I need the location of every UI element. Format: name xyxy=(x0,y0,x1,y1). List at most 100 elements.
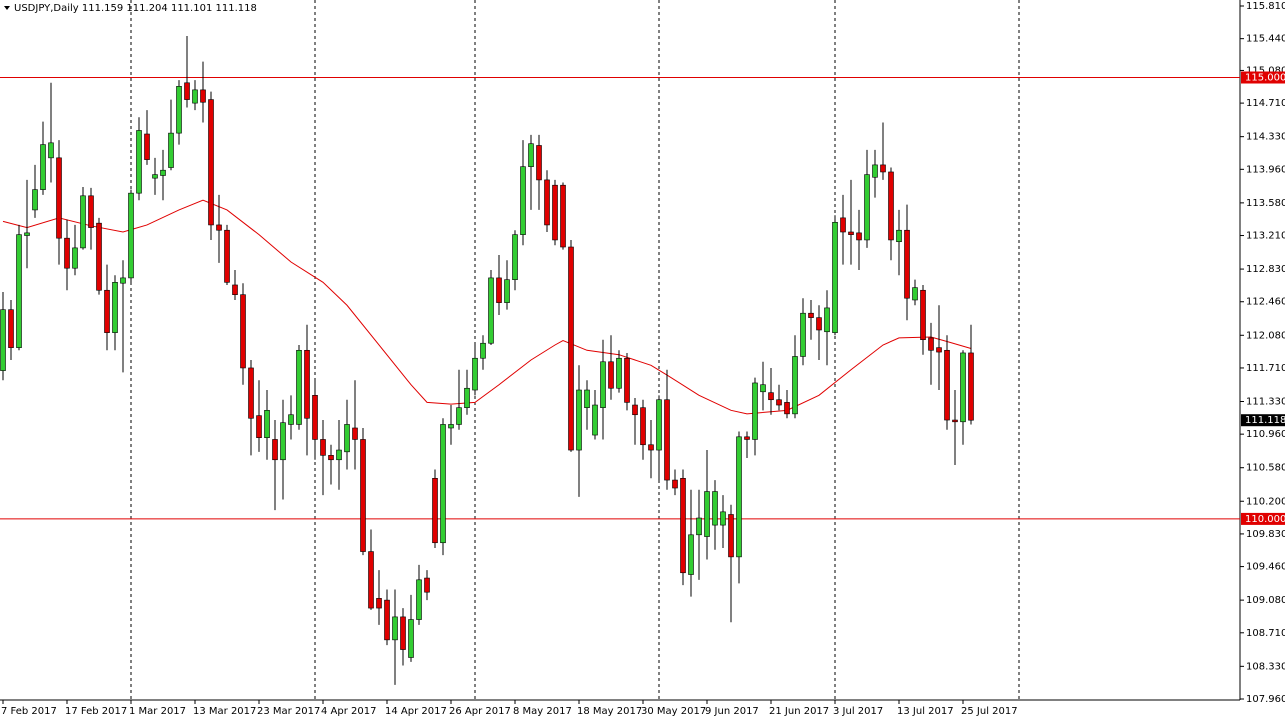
candle-body xyxy=(600,361,606,408)
candle-body xyxy=(552,184,558,241)
candle-body xyxy=(464,387,470,408)
candle-body xyxy=(936,347,942,353)
y-tick-label: 111.710 xyxy=(1246,363,1285,374)
candle-body xyxy=(264,410,270,438)
candle-body xyxy=(504,279,510,303)
candle-body xyxy=(744,436,750,440)
y-tick-label: 114.710 xyxy=(1246,98,1285,109)
candle-body xyxy=(568,246,574,451)
chart-title: USDJPY,Daily 111.159 111.204 111.101 111… xyxy=(14,3,257,14)
menu-arrow[interactable] xyxy=(4,6,10,10)
y-tick-label: 113.960 xyxy=(1246,164,1285,175)
last-price-label: 111.118 xyxy=(1245,415,1285,426)
candle-body xyxy=(824,307,830,333)
candle-body xyxy=(672,479,678,489)
candle-body xyxy=(664,399,670,481)
candle-body xyxy=(576,389,582,451)
candle-body xyxy=(432,477,438,544)
x-tick-label: 1 Mar 2017 xyxy=(129,706,186,717)
candle-body xyxy=(480,342,486,359)
y-tick-label: 110.200 xyxy=(1246,496,1285,507)
candle-body xyxy=(800,312,806,357)
level-label: 110.000 xyxy=(1245,514,1285,525)
candle-body xyxy=(656,399,662,451)
candle-body xyxy=(688,534,694,575)
y-tick-label: 115.080 xyxy=(1246,65,1285,76)
y-tick-label: 110.580 xyxy=(1246,463,1285,474)
candle-body xyxy=(416,579,422,620)
candle-body xyxy=(608,361,614,389)
candle-body xyxy=(136,130,142,194)
candle-body xyxy=(496,277,502,303)
candle-body xyxy=(424,577,430,593)
candle-body xyxy=(192,89,198,104)
candle-body xyxy=(536,145,542,181)
candle-body xyxy=(168,132,174,168)
candle-body xyxy=(408,619,414,658)
x-tick-label: 9 Jun 2017 xyxy=(705,706,759,717)
candle-body xyxy=(360,439,366,552)
candle-body xyxy=(256,415,262,438)
x-tick-label: 18 May 2017 xyxy=(577,706,642,717)
candle-body xyxy=(64,237,70,269)
x-tick-label: 13 Mar 2017 xyxy=(193,706,256,717)
candle-body xyxy=(352,427,358,440)
x-tick-label: 3 Jul 2017 xyxy=(833,706,883,717)
candle-body xyxy=(120,277,126,284)
candle-body xyxy=(792,356,798,415)
y-tick-label: 109.080 xyxy=(1246,595,1285,606)
y-tick-label: 109.460 xyxy=(1246,562,1285,573)
candle-body xyxy=(472,357,478,391)
candle-body xyxy=(280,422,286,461)
x-tick-label: 7 Feb 2017 xyxy=(1,706,57,717)
candle-body xyxy=(632,404,638,416)
candle-body xyxy=(8,309,14,348)
candle-body xyxy=(0,309,6,371)
candle-body xyxy=(456,407,462,425)
last-price-box xyxy=(1241,414,1285,427)
candle-body xyxy=(640,407,646,446)
candle-body xyxy=(328,455,334,461)
candle-body xyxy=(720,511,726,526)
candle-body xyxy=(152,174,158,179)
candle-body xyxy=(104,289,110,333)
candle-body xyxy=(840,217,846,233)
y-tick-label: 114.330 xyxy=(1246,132,1285,143)
candle-body xyxy=(896,229,902,243)
candle-body xyxy=(24,232,30,236)
candle-body xyxy=(96,222,102,291)
y-tick-label: 112.830 xyxy=(1246,264,1285,275)
candle-body xyxy=(912,287,918,301)
x-tick-label: 17 Feb 2017 xyxy=(65,706,127,717)
candle-body xyxy=(392,616,398,641)
candle-body xyxy=(624,357,630,403)
candle-body xyxy=(312,395,318,440)
level-label: 115.000 xyxy=(1245,73,1285,84)
candle-body xyxy=(648,444,654,451)
level-label-box xyxy=(1241,71,1285,84)
x-tick-label: 30 May 2017 xyxy=(641,706,706,717)
candle-body xyxy=(856,232,862,241)
candle-body xyxy=(232,284,238,295)
y-tick-label: 115.440 xyxy=(1246,34,1285,45)
candle-body xyxy=(872,164,878,178)
y-tick-label: 108.710 xyxy=(1246,628,1285,639)
candle-body xyxy=(336,449,342,461)
candle-body xyxy=(712,491,718,526)
candle-body xyxy=(696,517,702,536)
candle-body xyxy=(440,424,446,544)
candle-body xyxy=(400,616,406,650)
candle-body xyxy=(320,439,326,456)
candle-body xyxy=(224,229,230,283)
candle-body xyxy=(144,133,150,160)
y-tick-label: 112.080 xyxy=(1246,330,1285,341)
candle-body xyxy=(200,89,206,103)
candle-body xyxy=(40,144,46,190)
x-tick-label: 26 Apr 2017 xyxy=(449,706,511,717)
x-tick-label: 25 Jul 2017 xyxy=(961,706,1018,717)
x-tick-label: 8 May 2017 xyxy=(513,706,572,717)
candle-body xyxy=(808,312,814,318)
candle-body xyxy=(384,599,390,641)
candle-body xyxy=(216,224,222,231)
